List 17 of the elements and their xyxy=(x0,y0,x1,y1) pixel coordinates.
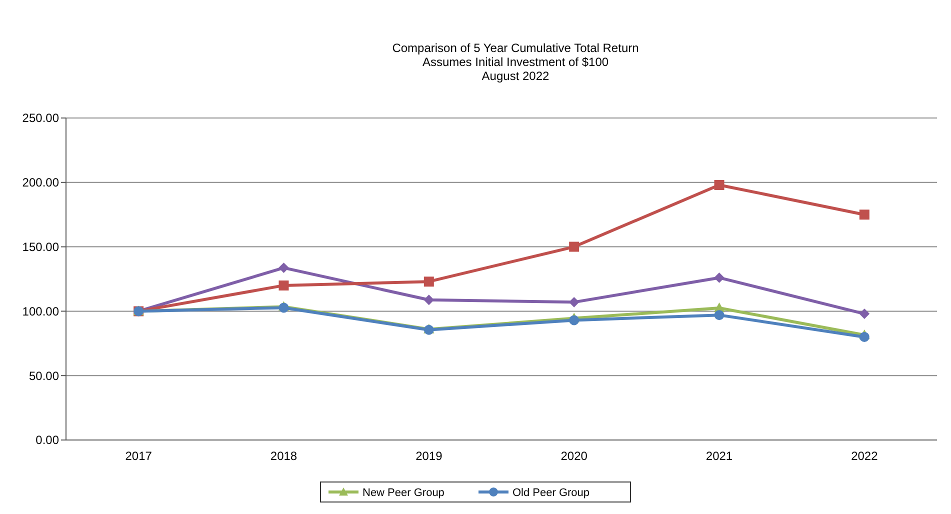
x-tick-label: 2022 xyxy=(851,449,878,463)
y-tick-label: 150.00 xyxy=(22,240,60,254)
x-tick-label: 2021 xyxy=(706,449,733,463)
text: August 2022 xyxy=(482,69,550,83)
y-tick-label: 100.00 xyxy=(22,304,60,318)
x-tick-label: 2020 xyxy=(560,449,588,463)
chart-subtitle: Assumes Initial Investment of $100 xyxy=(422,55,609,69)
chart-title: Comparison of 5 Year Cumulative Total Return xyxy=(392,41,639,55)
y-tick-label: 50.00 xyxy=(28,368,60,383)
y-tick-label: 0.00 xyxy=(36,433,60,448)
legend-label: New Peer Group xyxy=(362,486,444,499)
x-tick-label: 2018 xyxy=(270,449,298,463)
y-tick-label: 250.00 xyxy=(22,111,60,126)
x-tick-label: 2019 xyxy=(416,449,443,463)
y-tick-label: 200.00 xyxy=(22,176,60,190)
legend-label: Old Peer Group xyxy=(512,486,590,499)
x-tick-label: 2017 xyxy=(125,449,152,463)
